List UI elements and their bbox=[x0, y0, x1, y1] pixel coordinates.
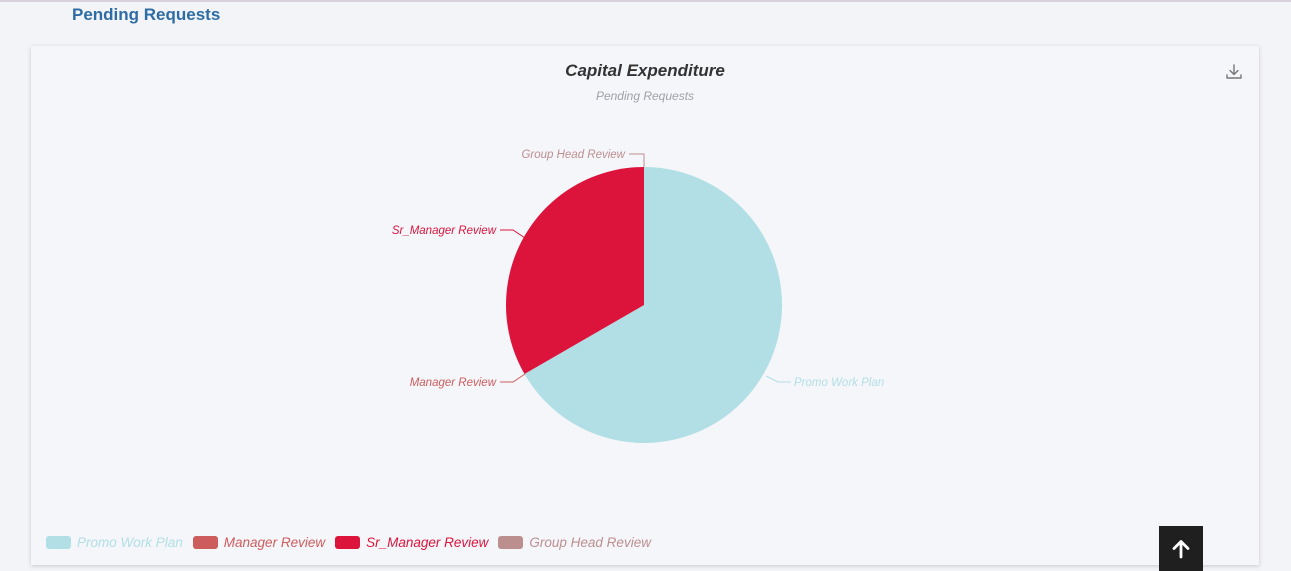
legend-swatch bbox=[192, 536, 218, 549]
data-label-manager-review: Manager Review bbox=[410, 377, 497, 389]
pie-slice-sr-manager-review[interactable] bbox=[506, 167, 644, 374]
chart-legend: Promo Work Plan Manager Review Sr_Manager … bbox=[46, 535, 651, 550]
connector-sr-manager-review bbox=[500, 229, 526, 239]
legend-swatch bbox=[498, 536, 524, 549]
connector-group-head-review bbox=[629, 153, 645, 167]
chart-card: Capital Expenditure Pending Requests Pro… bbox=[31, 46, 1259, 565]
data-label-group-head-review: Group Head Review bbox=[521, 149, 625, 161]
legend-label: Manager Review bbox=[223, 535, 326, 550]
pie-labels: Promo Work Plan Manager Review Sr_Manager … bbox=[392, 149, 884, 389]
arrow-up-icon bbox=[1172, 539, 1190, 558]
legend-item-promo-work-plan[interactable]: Promo Work Plan bbox=[46, 535, 183, 550]
download-icon bbox=[1226, 64, 1242, 79]
chart-subtitle: Pending Requests bbox=[596, 89, 694, 103]
scroll-top-button[interactable] bbox=[1159, 526, 1203, 571]
download-button[interactable] bbox=[1224, 62, 1244, 82]
pie-slice-promo-work-plan[interactable] bbox=[524, 167, 783, 444]
pie-slices bbox=[506, 167, 783, 444]
chart-title: Capital Expenditure bbox=[565, 61, 725, 80]
legend-item-group-head-review[interactable]: Group Head Review bbox=[498, 535, 651, 550]
section-title: Pending Requests bbox=[72, 5, 221, 24]
legend-item-sr-manager-review[interactable]: Sr_Manager Review bbox=[335, 535, 488, 550]
legend-label: Promo Work Plan bbox=[77, 535, 183, 550]
legend-item-manager-review[interactable]: Manager Review bbox=[192, 535, 326, 550]
data-label-promo-work-plan: Promo Work Plan bbox=[794, 377, 884, 389]
legend-label: Group Head Review bbox=[529, 535, 651, 550]
connector-promo-work-plan bbox=[765, 375, 791, 383]
legend-swatch bbox=[46, 536, 71, 549]
top-divider bbox=[0, 0, 1291, 2]
pie-chart: Capital Expenditure Pending Requests Pro… bbox=[392, 61, 884, 444]
legend-swatch bbox=[335, 536, 361, 549]
legend-label: Sr_Manager Review bbox=[366, 535, 489, 550]
data-label-sr-manager-review: Sr_Manager Review bbox=[392, 225, 497, 237]
connector-manager-review bbox=[500, 373, 526, 383]
